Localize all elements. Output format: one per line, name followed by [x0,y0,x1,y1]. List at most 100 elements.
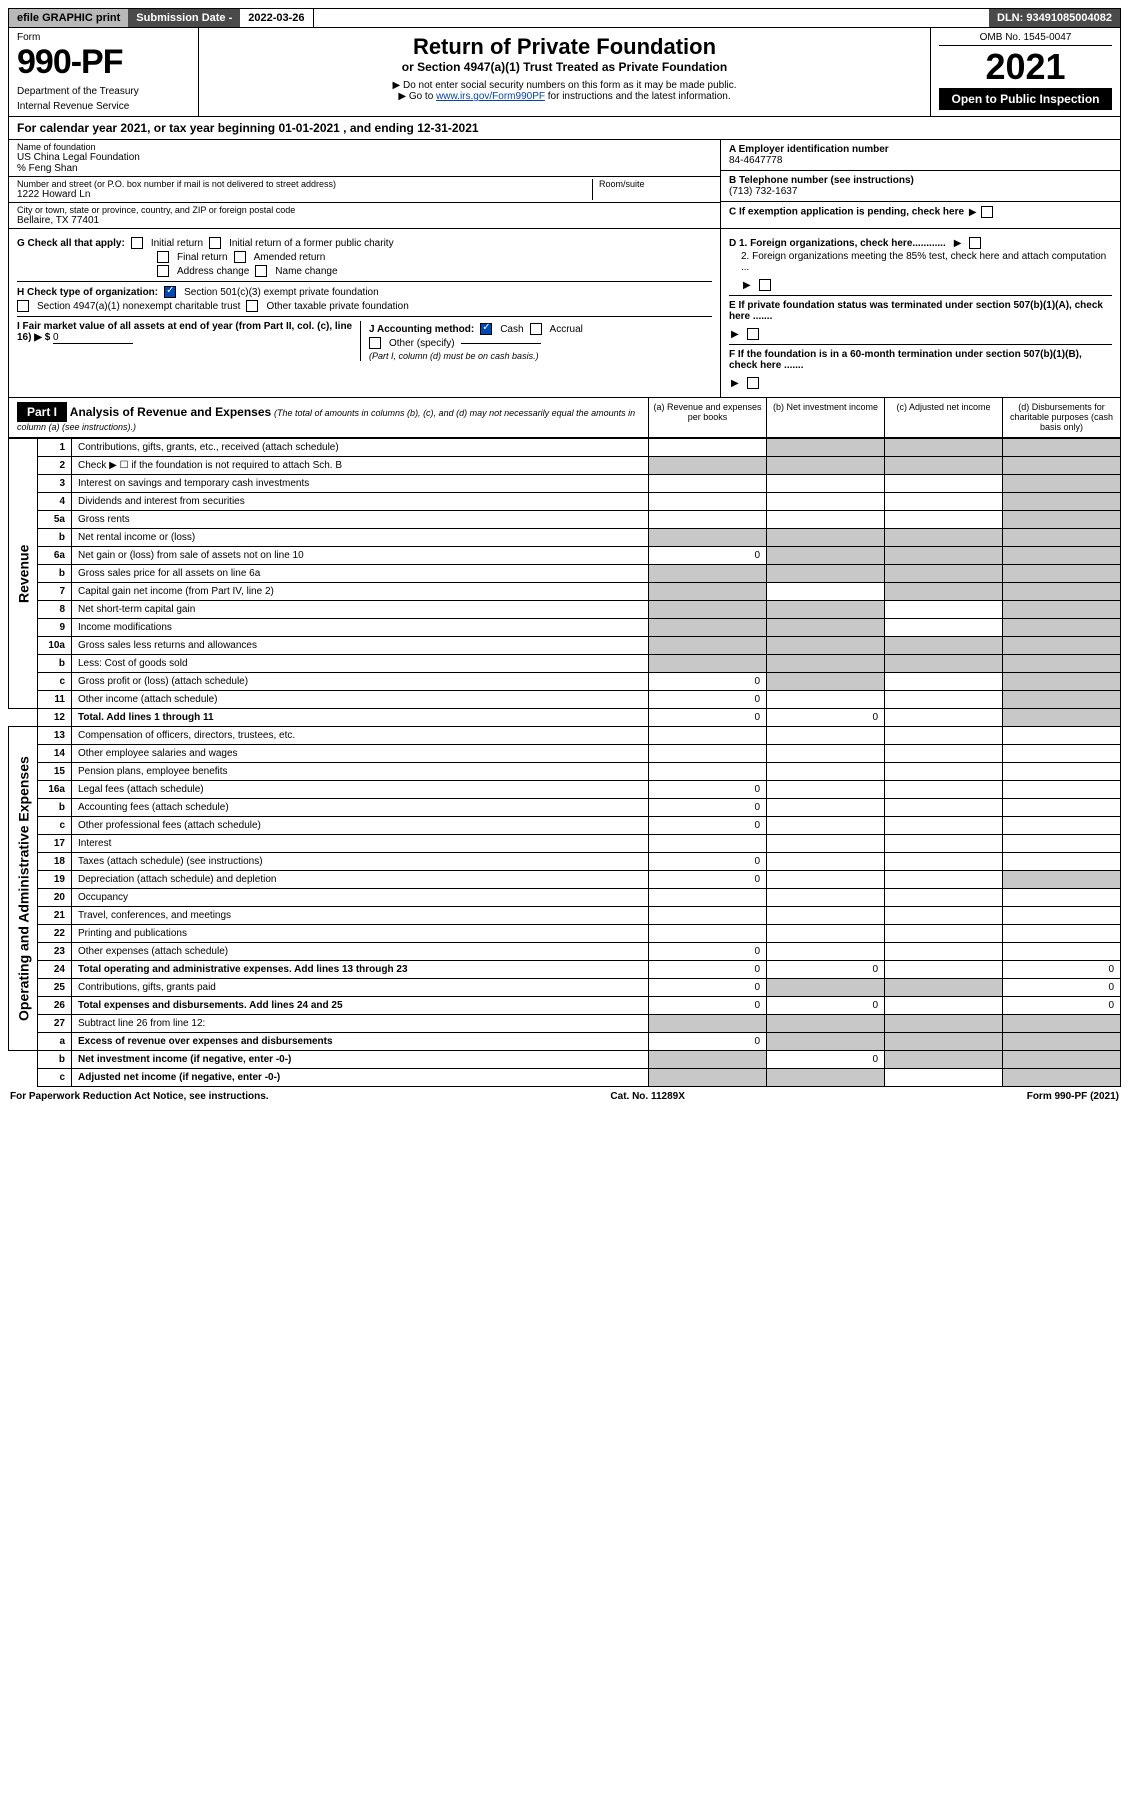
page-footer: For Paperwork Reduction Act Notice, see … [8,1087,1121,1106]
street-address: 1222 Howard Ln [17,189,592,200]
val-10c-a: 0 [649,673,767,691]
form-subtitle: or Section 4947(a)(1) Trust Treated as P… [205,60,924,74]
val-11-a: 0 [649,691,767,709]
val-18-a: 0 [649,853,767,871]
line-10a: Gross sales less returns and allowances [72,637,649,655]
val-16b-a: 0 [649,799,767,817]
d1-label: D 1. Foreign organizations, check here..… [729,238,946,249]
part1-table: Revenue 1Contributions, gifts, grants, e… [8,438,1121,1087]
line-19: Depreciation (attach schedule) and deple… [72,871,649,889]
amended-return-checkbox[interactable] [234,251,246,263]
city-label: City or town, state or province, country… [17,205,712,215]
line-14: Other employee salaries and wages [72,745,649,763]
val-12-a: 0 [649,709,767,727]
val-24-b: 0 [767,961,885,979]
val-26-a: 0 [649,997,767,1015]
exemption-pending-checkbox[interactable] [981,206,993,218]
form-header: Form 990-PF Department of the Treasury I… [8,28,1121,117]
val-24-a: 0 [649,961,767,979]
foreign-org-checkbox[interactable] [969,237,981,249]
line-27a: Excess of revenue over expenses and disb… [72,1033,649,1051]
initial-return-checkbox[interactable] [131,237,143,249]
dept-treasury: Department of the Treasury [17,86,190,97]
val-19-a: 0 [649,871,767,889]
val-16c-a: 0 [649,817,767,835]
name-change-checkbox[interactable] [255,265,267,277]
part1-title: Analysis of Revenue and Expenses [70,405,271,419]
initial-former-checkbox[interactable] [209,237,221,249]
catalog-number: Cat. No. 11289X [610,1091,684,1102]
line-3: Interest on savings and temporary cash i… [72,475,649,493]
d2-label: 2. Foreign organizations meeting the 85%… [741,251,1112,273]
line-21: Travel, conferences, and meetings [72,907,649,925]
val-24-d: 0 [1003,961,1121,979]
line-5a: Gross rents [72,511,649,529]
fmv-value: 0 [53,332,133,344]
val-12-b: 0 [767,709,885,727]
phone-label: B Telephone number (see instructions) [729,175,1112,186]
care-of: % Feng Shan [17,163,712,174]
open-to-public-badge: Open to Public Inspection [939,88,1112,110]
line-22: Printing and publications [72,925,649,943]
line-23: Other expenses (attach schedule) [72,943,649,961]
line-16a: Legal fees (attach schedule) [72,781,649,799]
val-26-b: 0 [767,997,885,1015]
e-label: E If private foundation status was termi… [729,300,1112,322]
terminated-checkbox[interactable] [747,328,759,340]
line-18: Taxes (attach schedule) (see instruction… [72,853,649,871]
form-label: Form [17,32,190,43]
line-27c: Adjusted net income (if negative, enter … [72,1069,649,1087]
line-6a: Net gain or (loss) from sale of assets n… [72,547,649,565]
val-25-a: 0 [649,979,767,997]
line-7: Capital gain net income (from Part IV, l… [72,583,649,601]
room-label: Room/suite [599,179,712,189]
form-instructions: ▶ Do not enter social security numbers o… [205,80,924,102]
instr-line-1: ▶ Do not enter social security numbers o… [205,80,924,91]
ein-label: A Employer identification number [729,144,1112,155]
val-26-d: 0 [1003,997,1121,1015]
60month-checkbox[interactable] [747,377,759,389]
other-taxable-checkbox[interactable] [246,300,258,312]
line-27b: Net investment income (if negative, ente… [72,1051,649,1069]
city-state-zip: Bellaire, TX 77401 [17,215,712,226]
expenses-side-label: Operating and Administrative Expenses [9,727,38,1051]
h-label: H Check type of organization: [17,287,158,298]
top-bar: efile GRAPHIC print Submission Date - 20… [8,8,1121,28]
calendar-year-line: For calendar year 2021, or tax year begi… [8,117,1121,140]
submission-date-value: 2022-03-26 [240,9,313,27]
cash-checkbox[interactable] [480,323,492,335]
line-24: Total operating and administrative expen… [72,961,649,979]
ein-value: 84-4647778 [729,155,1112,166]
line-4: Dividends and interest from securities [72,493,649,511]
form-title: Return of Private Foundation [205,34,924,60]
line-20: Occupancy [72,889,649,907]
final-return-checkbox[interactable] [157,251,169,263]
g-label: G Check all that apply: [17,238,125,249]
line-9: Income modifications [72,619,649,637]
dept-irs: Internal Revenue Service [17,101,190,112]
line-27: Subtract line 26 from line 12: [72,1015,649,1033]
col-a-header: (a) Revenue and expenses per books [648,398,766,437]
efile-badge: efile GRAPHIC print [9,9,128,27]
4947a1-checkbox[interactable] [17,300,29,312]
line-12: Total. Add lines 1 through 11 [72,709,649,727]
accounting-label: J Accounting method: [369,324,474,335]
f-label: F If the foundation is in a 60-month ter… [729,349,1112,371]
85pct-checkbox[interactable] [759,279,771,291]
foundation-name: US China Legal Foundation [17,152,712,163]
name-label: Name of foundation [17,142,712,152]
line-17: Interest [72,835,649,853]
tax-year: 2021 [939,46,1112,88]
form-id-footer: Form 990-PF (2021) [1027,1091,1119,1102]
line-11: Other income (attach schedule) [72,691,649,709]
part1-badge: Part I [17,402,67,422]
dln-value: DLN: 93491085004082 [989,9,1120,27]
irs-link[interactable]: www.irs.gov/Form990PF [436,91,545,102]
form-number: 990-PF [17,43,190,82]
line-10b: Less: Cost of goods sold [72,655,649,673]
accrual-checkbox[interactable] [530,323,542,335]
address-change-checkbox[interactable] [157,265,169,277]
phone-value: (713) 732-1637 [729,186,1112,197]
other-method-checkbox[interactable] [369,337,381,349]
501c3-checkbox[interactable] [164,286,176,298]
